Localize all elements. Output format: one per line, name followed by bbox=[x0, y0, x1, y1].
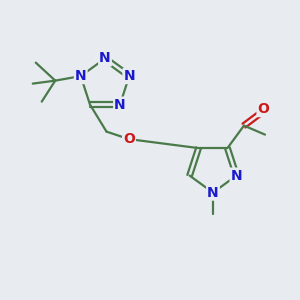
Text: N: N bbox=[99, 52, 111, 65]
Text: O: O bbox=[123, 132, 135, 146]
Text: N: N bbox=[207, 186, 219, 200]
Text: N: N bbox=[114, 98, 126, 112]
Text: N: N bbox=[231, 169, 242, 183]
Text: O: O bbox=[257, 102, 269, 116]
Text: N: N bbox=[123, 69, 135, 83]
Text: N: N bbox=[75, 69, 87, 83]
